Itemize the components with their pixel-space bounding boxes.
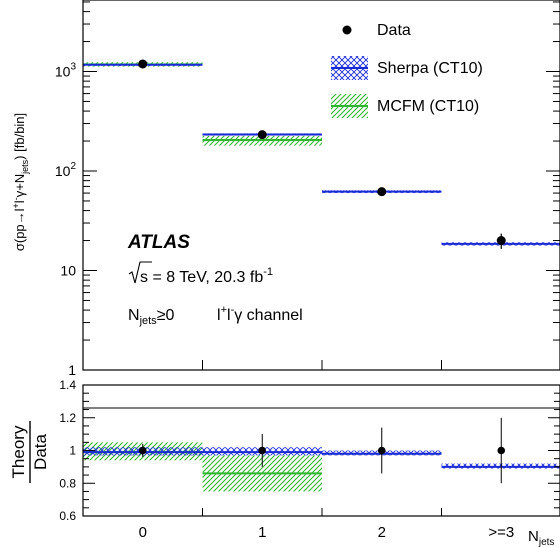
ratio-ytick-label-1: 0.8: [59, 476, 76, 490]
main-ytick-label-3: 103: [55, 62, 77, 80]
data-point-0: [138, 59, 148, 69]
main-lines: [83, 63, 560, 245]
sqrt-symbol: [128, 261, 152, 284]
legend-mcfm-label: MCFM (CT10): [377, 98, 479, 115]
legend-data-label: Data: [377, 22, 411, 39]
main-y-axis-label: σ(pp→l+l-γ+Njets) [fb/bin]: [11, 113, 30, 251]
x-category-label-3: >=3: [488, 524, 514, 541]
x-category-label-2: 2: [378, 524, 386, 541]
ratio-panel: 0.6 0.8 1 1.2 1.4: [59, 378, 560, 523]
main-ytick-label-2: 102: [55, 161, 77, 179]
legend-data-marker: [342, 25, 352, 35]
legend: Data Sherpa (CT10) MCFM (CT10): [331, 22, 483, 118]
x-category-label-1: 1: [258, 524, 266, 541]
selection-label: Njets≥0: [128, 307, 174, 327]
main-y-ticks: 1 10 102 103: [55, 1, 560, 378]
ratio-data-point-0: [138, 446, 147, 455]
ratio-ylabel-top: Theory: [9, 425, 28, 478]
main-x-ticks: [202, 360, 442, 370]
energy-annotation: s = 8 TeV, 20.3 fb-1: [128, 261, 273, 286]
ratio-y-axis-label: Theory Data: [9, 421, 50, 483]
ratio-data-point-1: [258, 446, 267, 455]
channel-label: l+l-γ channel: [217, 304, 303, 324]
ratio-ytick-label-3: 1.2: [59, 411, 76, 425]
ratio-y-ticks: 0.6 0.8 1 1.2 1.4: [59, 378, 560, 523]
ratio-data-point-2: [377, 446, 386, 455]
x-category-label-0: 0: [139, 524, 147, 541]
main-ytick-label-0: 1: [68, 362, 76, 378]
main-points: [138, 59, 506, 249]
experiment-label: ATLAS: [127, 232, 190, 253]
x-category-labels: 0 1 2 >=3: [139, 524, 515, 541]
data-point-1: [257, 130, 267, 140]
main-bands: [83, 62, 560, 246]
main-ytick-label-1: 10: [60, 263, 76, 279]
ratio-ytick-label-4: 1.4: [59, 378, 76, 392]
data-point-3: [496, 236, 506, 246]
data-point-2: [377, 187, 387, 197]
ratio-ylabel-bottom: Data: [31, 434, 50, 470]
ratio-data-point-3: [497, 446, 506, 455]
main-panel: 1 10 102 103: [55, 0, 560, 378]
legend-sherpa-label: Sherpa (CT10): [377, 60, 483, 77]
ratio-ytick-label-2: 1: [69, 444, 76, 458]
ratio-ytick-label-0: 0.6: [59, 509, 76, 523]
x-axis-label: Njets: [528, 528, 554, 547]
ratio-points: [138, 417, 506, 484]
ratio-x-ticks: [202, 508, 442, 516]
energy-label: s = 8 TeV, 20.3 fb-1: [140, 266, 273, 286]
